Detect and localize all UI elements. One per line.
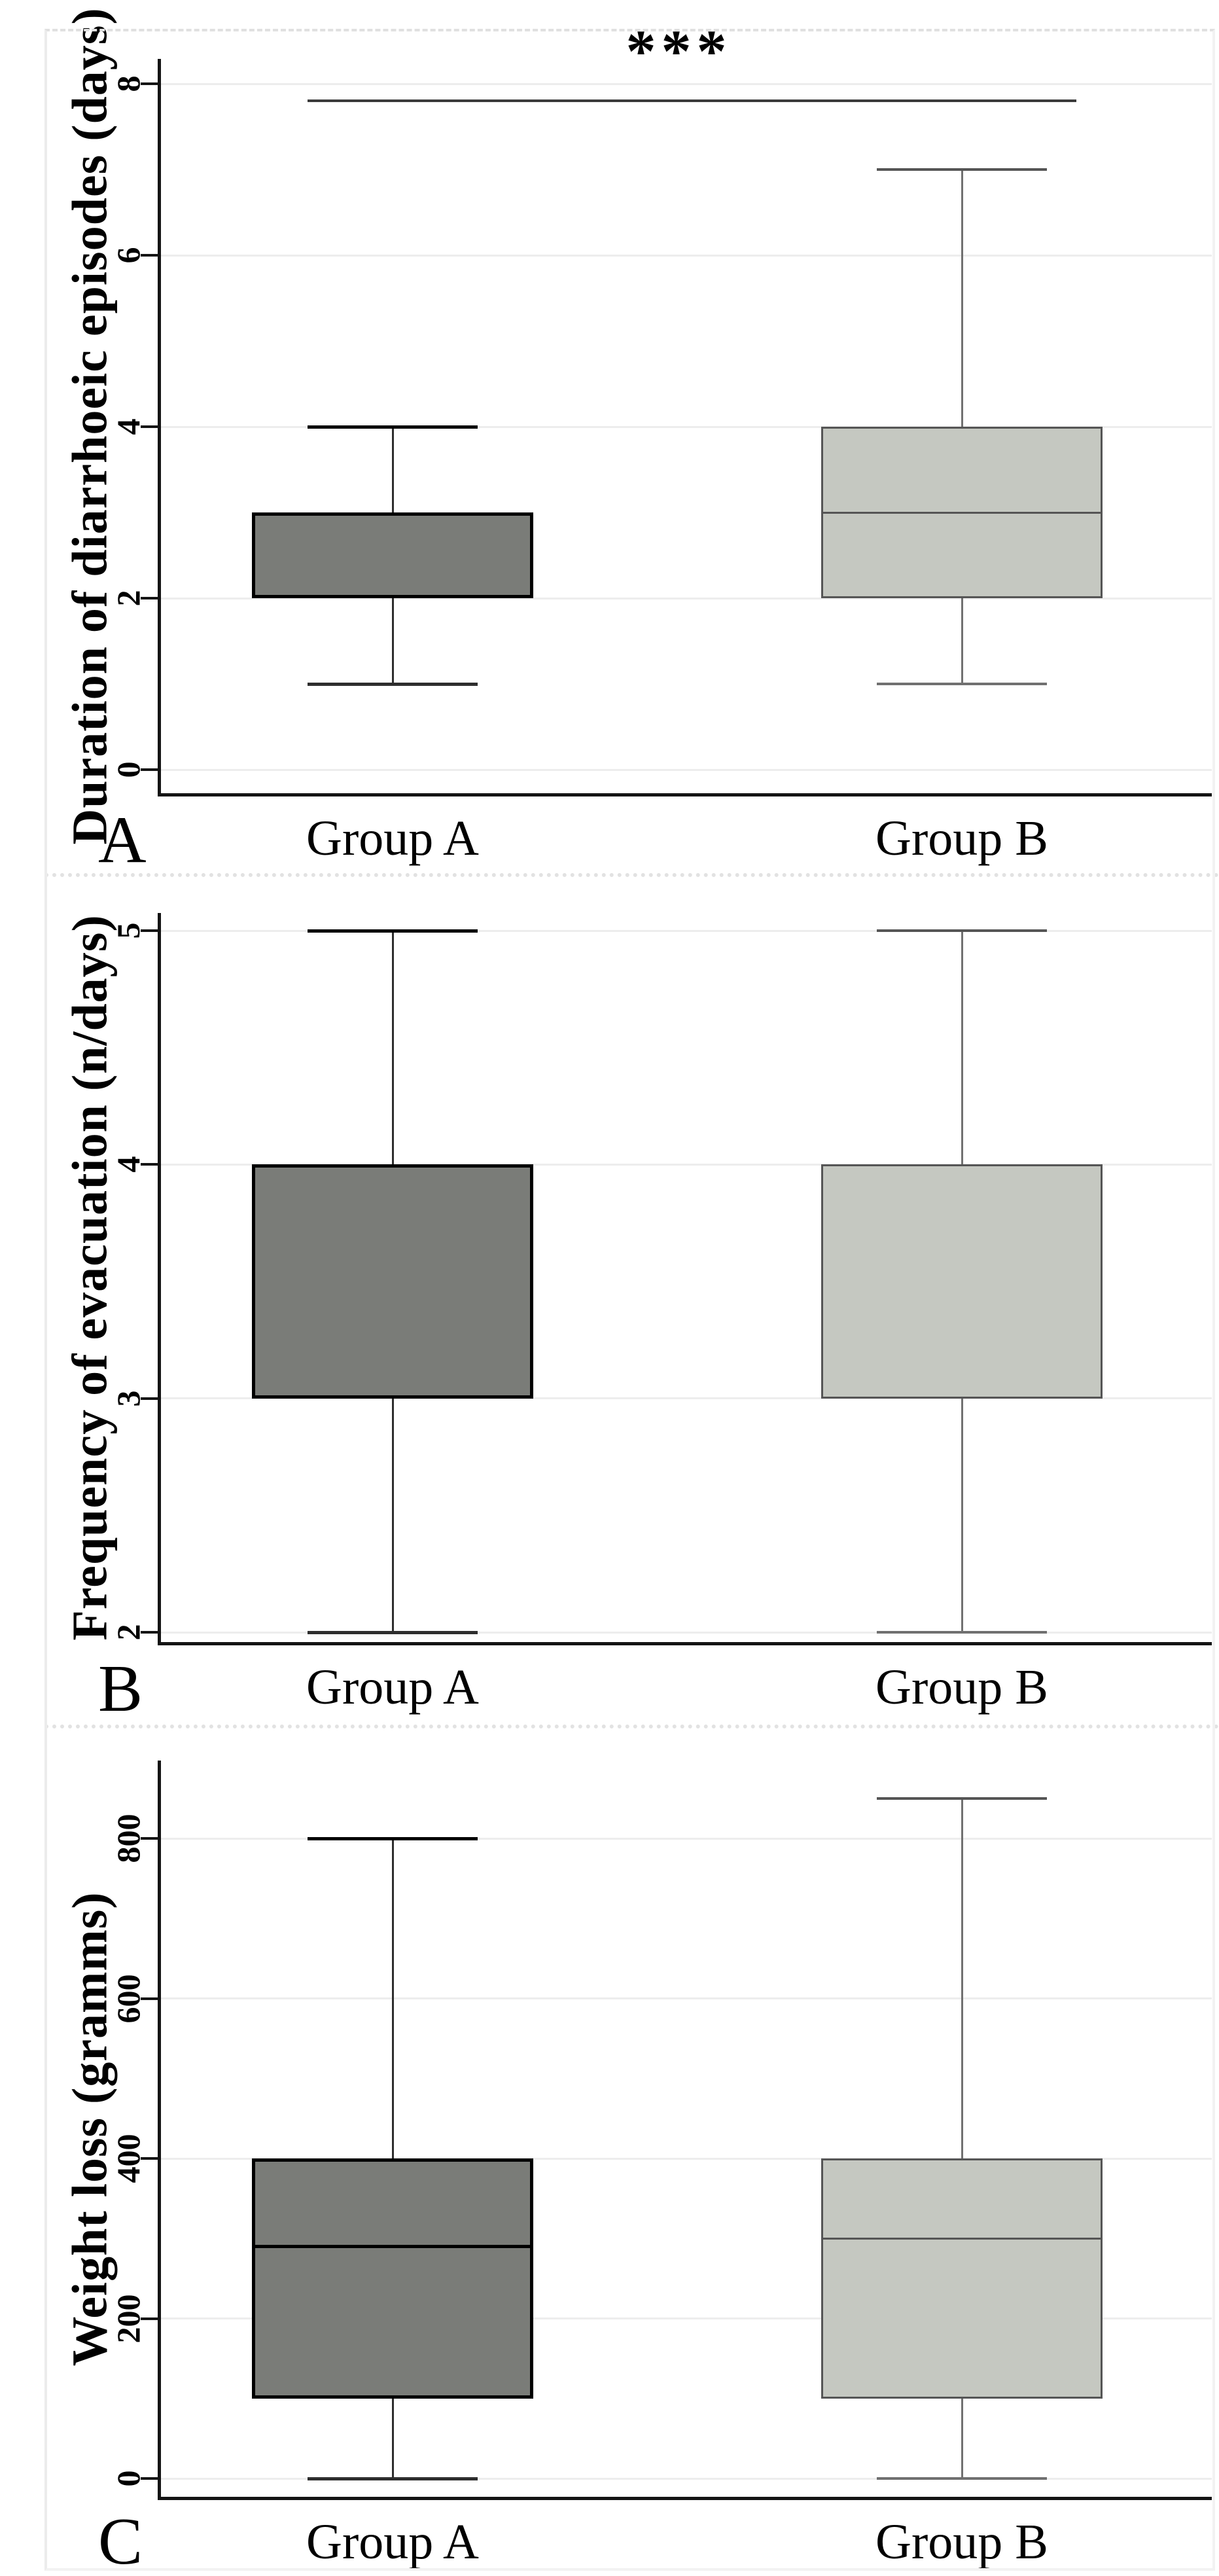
y-tick-6: [141, 254, 158, 257]
gridline-200: [161, 2317, 1212, 2319]
upper-cap-group-b: [877, 929, 1047, 932]
gridline-0: [161, 768, 1212, 771]
y-tick-600: [141, 1997, 158, 2000]
panel-separator-2: [44, 1725, 1219, 1728]
x-category-label-a: Group A: [306, 811, 479, 866]
lower-cap-group-b: [877, 2477, 1047, 2480]
y-tick-200: [141, 2317, 158, 2320]
upper-cap-group-a: [308, 929, 478, 933]
upper-cap-group-a: [308, 425, 478, 429]
panel-b: 2 3 4 5 Group A Group B Frequency of evacuati…: [0, 875, 1219, 1726]
lower-cap-group-b: [877, 1631, 1047, 1634]
y-axis-line: [158, 59, 161, 793]
x-axis-line: [158, 2497, 1212, 2500]
panel-letter-c: C: [98, 2505, 143, 2576]
iqr-box-group-a: [252, 2158, 533, 2399]
panel-a: 0 2 4 6 8 *** Group A Group B Duration of diarr…: [0, 0, 1219, 877]
x-category-label-b: Group B: [875, 2514, 1048, 2569]
gridline-0: [161, 2477, 1212, 2480]
upper-cap-group-a: [308, 1836, 478, 1840]
gridline-5: [161, 929, 1212, 932]
iqr-box-group-b: [821, 2158, 1103, 2399]
x-category-label-a: Group A: [306, 1660, 479, 1715]
y-tick-3: [141, 1397, 158, 1400]
upper-cap-group-b: [877, 168, 1047, 171]
gridline-600: [161, 1997, 1212, 1999]
y-axis-title-b: Frequency of evacuation (n/days): [62, 914, 118, 1641]
plot-area-a: 0 2 4 6 8 *** Group A Group B: [0, 0, 1219, 875]
gridline-4: [161, 425, 1212, 428]
y-axis-title-a: Duration of diarrhoeic episodes (days): [62, 7, 118, 845]
median-line-group-b: [823, 2237, 1101, 2240]
plot-area-c: 0 200 400 600 800 Group A Group B: [0, 1726, 1219, 2576]
y-tick-4: [141, 425, 158, 428]
x-axis-line: [158, 793, 1212, 796]
y-tick-label-800: 800: [110, 1814, 147, 1863]
x-category-label-a: Group A: [306, 2514, 479, 2569]
y-tick-400: [141, 2157, 158, 2160]
y-tick-0: [141, 2477, 158, 2480]
gridline-6: [161, 254, 1212, 257]
y-tick-8: [141, 82, 158, 85]
significance-line: [308, 99, 1076, 103]
plot-area-b: 2 3 4 5 Group A Group B: [0, 875, 1219, 1726]
panel-separator-1: [44, 873, 1219, 877]
whisker-group-b: [961, 1798, 963, 2478]
median-line-group-a: [255, 2244, 530, 2248]
y-tick-2: [141, 1631, 158, 1634]
lower-cap-group-a: [308, 1630, 478, 1634]
gridline-400: [161, 2157, 1212, 2160]
x-axis-line: [158, 1642, 1212, 1645]
y-tick-800: [141, 1837, 158, 1840]
y-tick-5: [141, 929, 158, 932]
gridline-2: [161, 597, 1212, 599]
significance-stars: ***: [626, 18, 732, 85]
gridline-4: [161, 1163, 1212, 1166]
x-category-label-b: Group B: [875, 811, 1048, 866]
x-category-label-b: Group B: [875, 1660, 1048, 1715]
panel-letter-a: A: [98, 803, 147, 877]
y-axis-title-c: Weight loss (gramms): [62, 1891, 118, 2367]
lower-cap-group-a: [308, 682, 478, 686]
y-axis-line: [158, 913, 161, 1642]
y-tick-0: [141, 768, 158, 771]
panel-c: 0 200 400 600 800 Group A Group B Weight loss …: [0, 1726, 1219, 2576]
gridline-2: [161, 1631, 1212, 1634]
gridline-8: [161, 82, 1212, 85]
gridline-800: [161, 1837, 1212, 1840]
y-tick-4: [141, 1163, 158, 1166]
iqr-box-group-a: [252, 512, 533, 598]
panel-letter-b: B: [98, 1652, 143, 1726]
y-tick-label-0: 0: [110, 2470, 147, 2487]
lower-cap-group-a: [308, 2477, 478, 2480]
y-axis-line: [158, 1761, 161, 2497]
gridline-3: [161, 1397, 1212, 1400]
iqr-box-group-b: [821, 1164, 1103, 1399]
lower-cap-group-b: [877, 683, 1047, 685]
upper-cap-group-b: [877, 1797, 1047, 1800]
median-line-group-b: [823, 511, 1101, 514]
y-tick-2: [141, 597, 158, 599]
iqr-box-group-a: [252, 1164, 533, 1399]
